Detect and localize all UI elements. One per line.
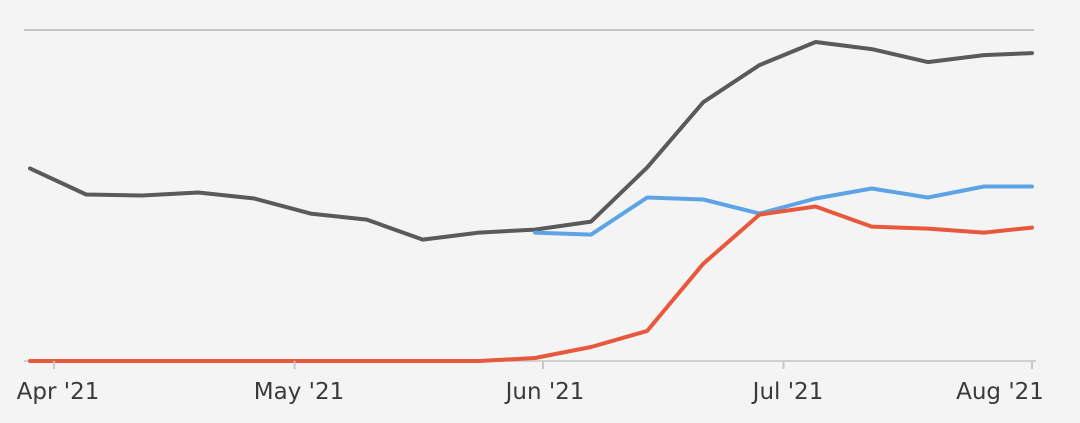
series-line-red (28, 204, 1034, 363)
x-tick-label-may: May '21 (254, 379, 344, 405)
x-axis-labels: Apr '21 May '21 Jun '21 Jul '21 Aug '21 (17, 379, 1044, 405)
x-axis-ticks (53, 361, 1033, 369)
x-tick-label-apr: Apr '21 (17, 379, 100, 405)
series-line-blue (533, 184, 1034, 237)
series-line-gray (28, 40, 1034, 242)
x-tick-label-jul: Jul '21 (751, 379, 824, 405)
series-layer (28, 40, 1034, 363)
x-tick-label-jun: Jun '21 (504, 379, 585, 405)
x-tick-label-aug: Aug '21 (956, 379, 1044, 405)
